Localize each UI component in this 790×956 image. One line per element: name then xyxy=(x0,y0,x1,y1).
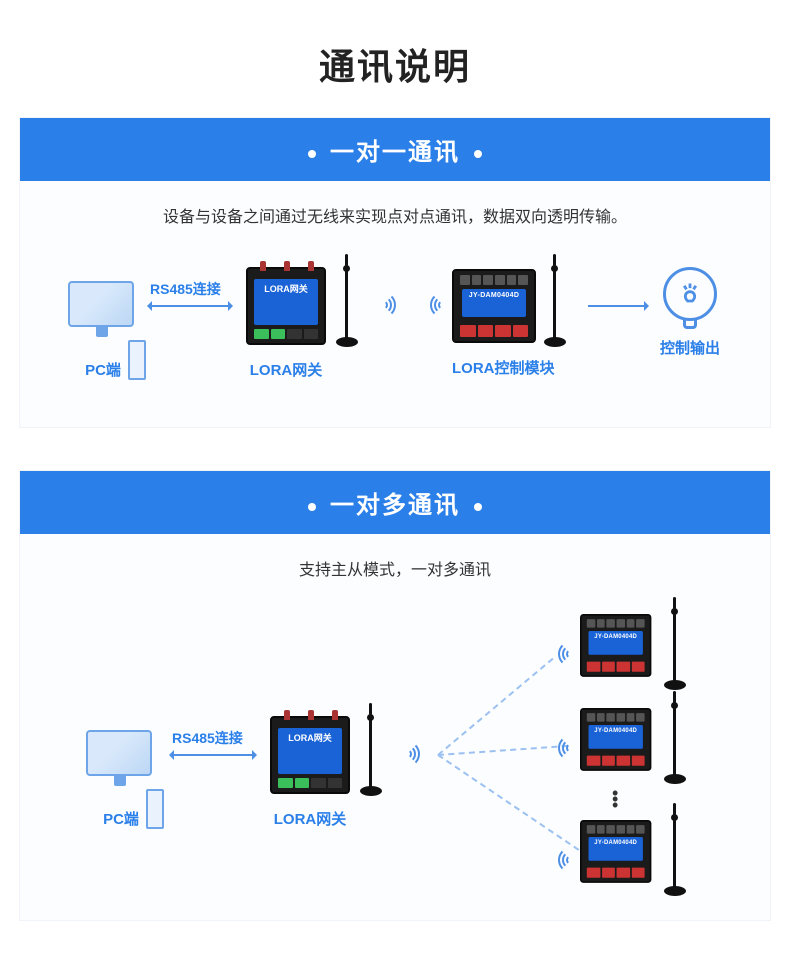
dot-icon xyxy=(474,503,482,511)
wifi-icon xyxy=(548,846,576,874)
section-subtitle-2: 支持主从模式，一对多通讯 xyxy=(20,534,770,590)
antenna-icon xyxy=(664,600,686,690)
node-module-1: JY-DAM0404D xyxy=(580,614,664,688)
section-one-to-many: 一对多通讯 支持主从模式，一对多通讯 PC端 RS485连接 LORA网关 LO… xyxy=(20,471,770,920)
node-pc-2: PC端 xyxy=(78,730,164,829)
link-label-rs485: RS485连接 xyxy=(150,279,221,299)
module-label: LORA控制模块 xyxy=(452,357,555,378)
node-module-2: JY-DAM0404D xyxy=(580,708,664,782)
module-face-text: JY-DAM0404D xyxy=(462,289,526,317)
node-pc: PC端 xyxy=(60,281,146,380)
wifi-icon xyxy=(548,734,576,762)
gateway-icon: LORA网关 xyxy=(270,716,350,794)
antenna-icon xyxy=(664,694,686,784)
section-header-2: 一对多通讯 xyxy=(20,471,770,534)
link-label-rs485-2: RS485连接 xyxy=(172,728,243,748)
wifi-icon xyxy=(402,740,430,768)
node-gateway: LORA网关 LORA网关 xyxy=(246,267,326,380)
wifi-icon xyxy=(548,640,576,668)
antenna-icon xyxy=(336,257,358,347)
antenna-icon xyxy=(544,257,566,347)
arrow-bidir xyxy=(148,305,232,307)
output-label: 控制输出 xyxy=(660,337,720,358)
dashed-line xyxy=(437,658,553,756)
section-one-to-one: 一对一通讯 设备与设备之间通过无线来实现点对点通讯，数据双向透明传输。 PC端 … xyxy=(20,118,770,427)
gateway-face-text-2: LORA网关 xyxy=(278,728,342,774)
page-title: 通讯说明 xyxy=(0,0,790,118)
module-face-text-2c: JY-DAM0404D xyxy=(589,837,643,861)
module-face-text-2a: JY-DAM0404D xyxy=(589,631,643,655)
gateway-icon: LORA网关 xyxy=(246,267,326,345)
module-icon: JY-DAM0404D xyxy=(580,614,651,677)
section-header-1: 一对一通讯 xyxy=(20,118,770,181)
antenna-icon xyxy=(664,806,686,896)
ellipsis-icon: ••• xyxy=(612,790,618,808)
diagram-one-to-many: PC端 RS485连接 LORA网关 LORA网关 JY-DAM0404D xyxy=(20,590,770,920)
arrow-right xyxy=(588,305,648,307)
wifi-icon xyxy=(378,291,406,319)
dot-icon xyxy=(308,503,316,511)
antenna-icon xyxy=(360,706,382,796)
arrow-bidir-2 xyxy=(170,754,256,756)
dashed-line xyxy=(437,754,587,856)
node-gateway-2: LORA网关 LORA网关 xyxy=(270,716,350,829)
bulb-stem-icon xyxy=(683,319,697,329)
wifi-icon xyxy=(420,291,448,319)
gateway-label: LORA网关 xyxy=(246,359,326,380)
module-face-text-2b: JY-DAM0404D xyxy=(589,725,643,749)
pc-icon xyxy=(78,730,164,802)
bulb-icon xyxy=(663,267,717,321)
node-module-3: JY-DAM0404D xyxy=(580,820,664,894)
gateway-label-2: LORA网关 xyxy=(270,808,350,829)
module-icon: JY-DAM0404D xyxy=(580,820,651,883)
node-module: JY-DAM0404D LORA控制模块 xyxy=(452,269,555,378)
module-icon: JY-DAM0404D xyxy=(580,708,651,771)
dot-icon xyxy=(474,150,482,158)
section-subtitle-1: 设备与设备之间通过无线来实现点对点通讯，数据双向透明传输。 xyxy=(20,181,770,237)
dot-icon xyxy=(308,150,316,158)
diagram-one-to-one: PC端 RS485连接 LORA网关 LORA网关 JY-DAM0404D xyxy=(20,237,770,427)
module-icon: JY-DAM0404D xyxy=(452,269,536,343)
section-header-text-1: 一对一通讯 xyxy=(330,139,460,166)
gateway-face-text: LORA网关 xyxy=(254,279,318,325)
pc-icon xyxy=(60,281,146,353)
node-output: 控制输出 xyxy=(660,267,720,358)
section-header-text-2: 一对多通讯 xyxy=(330,492,460,519)
